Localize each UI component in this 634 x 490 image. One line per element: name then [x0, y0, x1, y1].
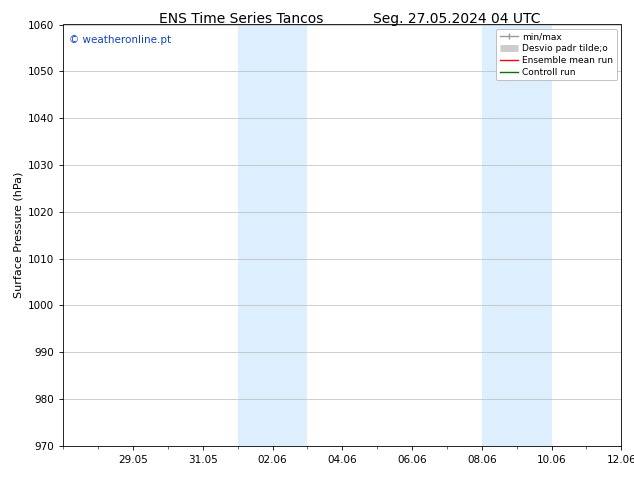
Bar [238, 24, 307, 446]
Legend: min/max, Desvio padr tilde;o, Ensemble mean run, Controll run: min/max, Desvio padr tilde;o, Ensemble m… [496, 29, 617, 80]
Text: Seg. 27.05.2024 04 UTC: Seg. 27.05.2024 04 UTC [373, 12, 540, 26]
Text: © weatheronline.pt: © weatheronline.pt [69, 35, 171, 45]
Text: ENS Time Series Tancos: ENS Time Series Tancos [158, 12, 323, 26]
Bar [482, 24, 552, 446]
Y-axis label: Surface Pressure (hPa): Surface Pressure (hPa) [14, 172, 24, 298]
